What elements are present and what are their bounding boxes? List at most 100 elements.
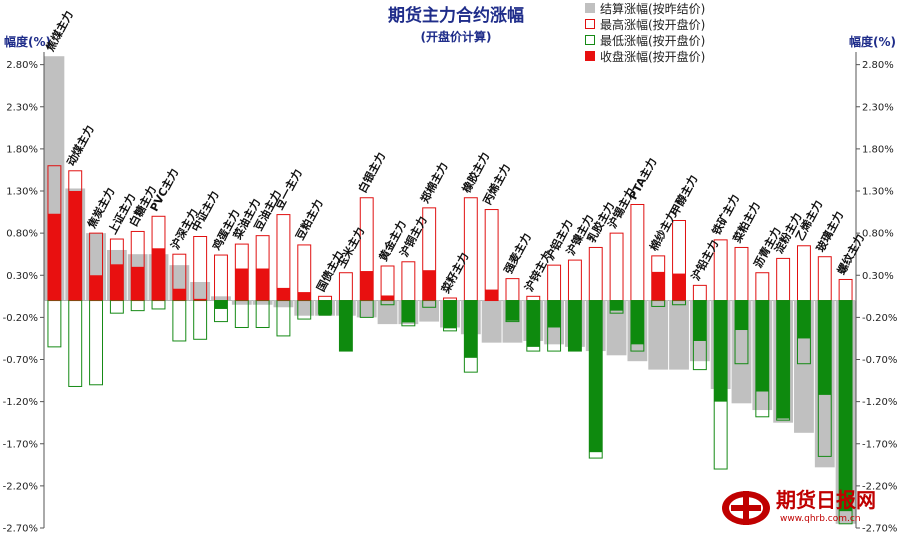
close-bar [131,266,145,301]
close-bar [464,300,478,358]
high-bar [567,259,582,302]
close-bar [776,300,790,419]
y-tick-label-left: -0.70% [3,355,38,366]
low-bar [172,300,187,342]
close-bar [276,287,290,301]
close-bar [89,275,103,301]
y-tick-label-left: -2.70% [3,524,38,534]
legend: 结算涨幅(按昨结价) 最高涨幅(按开盘价) 最低涨幅(按开盘价) 收盘涨幅(按开… [585,1,705,64]
y-tick-label-left: -0.20% [3,313,38,324]
y-tick-label-right: 2.30% [862,102,894,113]
category-label: PTA主力 [626,155,660,202]
high-bar [692,284,707,302]
settle-bar [252,300,273,305]
y-tick-label-right: -0.70% [862,355,897,366]
y-tick-label-left: 0.80% [6,229,38,240]
settle-bar [294,300,315,316]
close-bar [485,289,499,301]
close-bars [47,191,853,512]
low-bar [68,300,83,387]
watermark-logo: 期货日报网 www.qhrb.com.cn [722,488,876,525]
legend-swatch-close [585,51,595,61]
low-bar [151,300,166,310]
close-bar [318,300,332,316]
close-bar [47,213,61,301]
close-bar [839,300,853,512]
close-bar [256,268,270,301]
close-bar [110,264,124,301]
high-bar [526,295,541,302]
high-bar [276,214,291,302]
high-bar [547,264,562,302]
low-bar [130,300,145,312]
close-bar [693,300,707,341]
watermark-url: www.qhrb.com.cn [780,514,861,524]
y-tick-label-left: 0.30% [6,271,38,282]
settle-bar [356,300,377,318]
legend-label-settle: 结算涨幅(按昨结价) [600,1,705,16]
category-label: 甲醇主力 [667,172,700,217]
category-label: 郑棉主力 [417,160,450,205]
y-axis-unit-right: 幅度(%) [849,34,896,49]
chart-title: 期货主力合约涨幅 [388,5,524,26]
category-label: 玉米主力 [334,225,367,270]
category-label: 菜籽主力 [438,250,471,296]
category-label: 豆粕主力 [293,197,326,242]
close-bar [193,298,207,301]
high-bar [776,257,791,302]
close-bar [547,300,561,328]
category-label: 豆一主力 [272,167,305,212]
low-bar [47,300,62,348]
close-bar [797,300,811,339]
settle-bar [377,300,398,325]
high-bar [338,272,353,302]
close-bar [381,295,394,301]
y-tick-label-right: -1.70% [862,439,897,450]
high-bar [463,197,478,302]
close-bar [172,288,186,301]
low-bar [193,300,208,340]
high-bar [755,272,770,302]
high-bar [609,232,624,302]
legend-swatch-settle [585,3,595,13]
settle-bar [273,300,294,308]
high-bar [838,278,853,302]
settle-bar [190,281,211,301]
category-label: 白银主力 [355,150,388,195]
close-bar [735,300,748,331]
close-bar [422,270,436,301]
y-tick-label-right: 2.80% [862,60,894,71]
y-tick-label-left: 1.30% [6,187,38,198]
y-tick-label-left: -2.20% [3,481,38,492]
y-tick-label-right: 0.80% [862,229,894,240]
close-bar [714,300,728,402]
y-tick-label-right: -2.20% [862,481,897,492]
high-bar [588,246,603,302]
y-tick-label-right: -2.70% [862,524,897,534]
watermark-brand: 期货日报网 [776,488,876,512]
y-tick-label-left: 2.80% [6,60,38,71]
close-bar [506,300,519,321]
low-bar [109,300,124,314]
settle-bar [231,300,252,305]
y-tick-label-right: 1.80% [862,144,894,155]
high-bar [484,209,499,302]
close-bar [651,271,665,301]
legend-label-high: 最高涨幅(按开盘价) [600,17,705,32]
legend-label-close: 收盘涨幅(按开盘价) [600,49,705,64]
close-bar [630,300,644,345]
high-bar [401,261,416,302]
high-bar [630,203,645,302]
close-bar [526,300,540,347]
settle-bar [648,300,669,370]
settle-bar [669,300,689,370]
category-label: 动煤主力 [64,123,97,168]
legend-swatch-high [585,19,595,29]
category-label: 强麦主力 [501,231,534,276]
legend-label-low: 最低涨幅(按开盘价) [600,33,705,48]
close-bar [589,300,603,453]
close-bar [818,300,832,395]
chart-subtitle: (开盘价计算) [421,29,492,44]
y-tick-label-right: -0.20% [862,313,897,324]
category-labels: 焦煤主力动煤主力焦炭主力上证主力白糖主力PVC主力沪深主力中证主力鸡蛋主力菜油主… [42,8,867,296]
